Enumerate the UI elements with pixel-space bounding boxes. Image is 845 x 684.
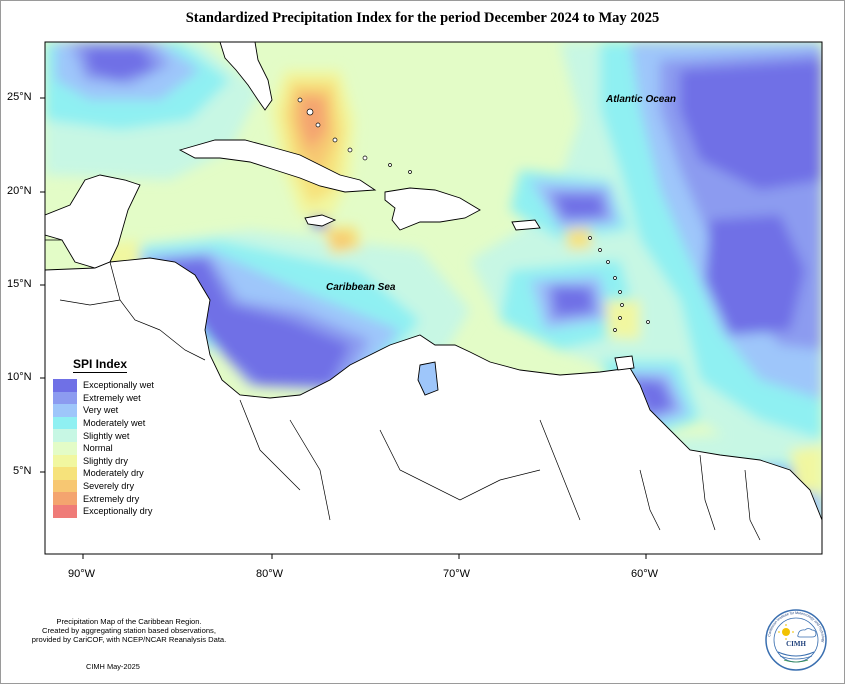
caribbean-sea-label: Caribbean Sea [326,282,396,293]
land-outlines [45,42,822,554]
legend-label: Severely dry [83,481,135,492]
lat-label-25n: 25°N [7,91,32,103]
legend-label: Slightly dry [83,455,128,466]
legend-swatch [53,467,77,480]
lon-label-80w: 80°W [256,568,284,580]
credit-block: Precipitation Map of the Caribbean Regio… [14,617,244,644]
legend-item: Slightly wet [53,429,183,442]
sun-icon [778,624,794,640]
credit-date: CIMH May-2025 [86,662,140,671]
legend-item: Moderately wet [53,416,183,430]
lon-label-60w: 60°W [631,568,659,580]
atlantic-ocean-label: Atlantic Ocean [605,94,676,105]
legend-title: SPI Index [73,357,128,373]
legend-item: Slightly dry [53,454,183,468]
legend-label: Moderately dry [83,468,144,479]
legend-swatch [53,441,77,455]
legend-swatch [53,404,77,417]
axis-ticks [40,97,647,559]
legend-swatch [53,479,77,493]
lon-label-70w: 70°W [443,568,471,580]
legend-item: Exceptionally dry [53,504,183,518]
credit-line: provided by CariCOF, with NCEP/NCAR Rean… [31,635,227,644]
lat-label-10n: 10°N [7,371,32,383]
map-title: Standardized Precipitation Index for the… [185,10,660,26]
legend-swatch [53,391,77,405]
cimh-logo: CIMH Caribbean Institute for Meteorology… [765,609,827,671]
small-islands [297,97,650,332]
legend-swatch [53,429,77,442]
spi-legend: SPI Index Exceptionally wet Extremely wet… [53,355,183,518]
logo-text: CIMH [786,640,806,648]
legend-label: Very wet [83,405,119,416]
legend-rows: Exceptionally wet Extremely wet Very wet Mo… [53,379,183,518]
lon-label-90w: 90°W [68,568,96,580]
legend-swatch [53,379,77,392]
legend-label: Extremely wet [83,392,141,403]
legend-item: Severely dry [53,479,183,493]
legend-item: Extremely dry [53,492,183,505]
legend-item: Normal [53,441,183,455]
legend-swatch [53,504,77,518]
cloud-icon [797,628,817,638]
plot-border [44,41,823,555]
legend-label: Normal [83,443,113,454]
legend-label: Exceptionally dry [83,506,153,517]
legend-item: Moderately dry [53,467,183,480]
credit-line: Created by aggregating station based obs… [42,626,216,635]
legend-item: Exceptionally wet [53,379,183,392]
lat-label-15n: 15°N [7,278,32,290]
legend-item: Very wet [53,404,183,417]
lat-label-5n: 5°N [13,465,32,477]
credit-line: Precipitation Map of the Caribbean Regio… [56,617,202,626]
legend-label: Slightly wet [83,430,130,441]
lat-label-20n: 20°N [7,185,32,197]
legend-label: Extremely dry [83,493,140,504]
legend-label: Exceptionally wet [83,380,154,391]
legend-item: Extremely wet [53,391,183,405]
legend-swatch [53,492,77,505]
legend-label: Moderately wet [83,418,146,429]
legend-swatch [53,454,77,468]
country-borders [45,239,761,541]
legend-swatch [53,416,77,430]
